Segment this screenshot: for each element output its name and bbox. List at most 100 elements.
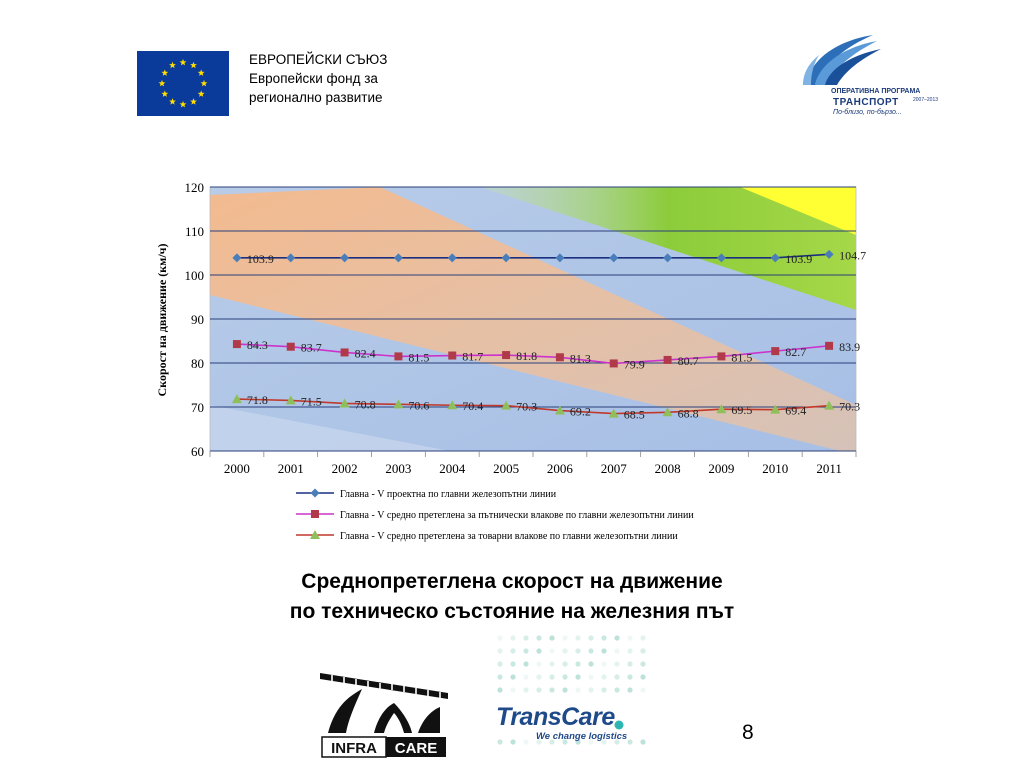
series-line bbox=[236, 398, 830, 415]
x-tick-label: 2007 bbox=[601, 461, 628, 476]
speed-line-chart: 60 70 80 90 100 110 120 2000 2001 2002 2003 2004 200… bbox=[150, 175, 870, 545]
data-label: 82.7 bbox=[785, 345, 806, 359]
data-label: 70.8 bbox=[355, 397, 376, 411]
transcare-dot bbox=[497, 635, 503, 641]
y-axis-label: Скорост на движение (км/ч) bbox=[155, 244, 169, 397]
data-label: 103.9 bbox=[785, 252, 812, 266]
data-label: 68.5 bbox=[624, 408, 645, 422]
transcare-dot bbox=[627, 739, 633, 745]
data-label: 80.7 bbox=[678, 354, 699, 368]
transcare-dot bbox=[588, 674, 594, 680]
transcare-dot bbox=[510, 674, 516, 680]
x-tick-label: 2009 bbox=[708, 461, 734, 476]
transcare-dot bbox=[601, 635, 607, 641]
legend-marker bbox=[311, 510, 319, 518]
data-label: 70.3 bbox=[839, 400, 860, 414]
y-tick-label: 110 bbox=[185, 224, 204, 239]
series-point bbox=[824, 249, 834, 259]
transcare-dot bbox=[523, 674, 529, 680]
transcare-dot bbox=[549, 739, 555, 745]
transcare-dot bbox=[497, 661, 503, 667]
series-point bbox=[716, 253, 726, 263]
y-tick-label: 100 bbox=[185, 268, 205, 283]
infracare-logo: INFRA CARE bbox=[318, 667, 450, 759]
x-tick-label: 2002 bbox=[332, 461, 358, 476]
transcare-dot bbox=[536, 648, 542, 654]
series-point bbox=[771, 347, 780, 356]
data-label: 83.7 bbox=[301, 341, 322, 355]
eu-star bbox=[197, 69, 205, 76]
transcare-dot bbox=[536, 739, 542, 745]
series-point bbox=[340, 253, 350, 263]
transcare-dot bbox=[640, 661, 646, 667]
series-point bbox=[393, 253, 403, 263]
transcare-dot bbox=[549, 661, 555, 667]
series-point bbox=[717, 352, 726, 361]
transcare-dot bbox=[614, 635, 620, 641]
transcare-dot bbox=[627, 635, 633, 641]
data-label: 68.8 bbox=[678, 406, 699, 420]
data-label: 70.3 bbox=[516, 400, 537, 414]
transcare-dot bbox=[588, 635, 594, 641]
transcare-dot-icon bbox=[614, 720, 624, 730]
transcare-dot bbox=[640, 739, 646, 745]
transcare-dot bbox=[627, 661, 633, 667]
series-point bbox=[716, 404, 727, 414]
transcare-dot bbox=[601, 687, 607, 693]
series-point bbox=[448, 351, 457, 360]
op-title: ОПЕРАТИВНА ПРОГРАМА bbox=[831, 88, 921, 95]
transcare-dot bbox=[523, 739, 529, 745]
series-point bbox=[555, 353, 564, 362]
eu-fund-line2: регионално развитие bbox=[249, 90, 383, 105]
series-line bbox=[236, 343, 830, 365]
y-tick-label: 60 bbox=[191, 444, 204, 459]
transcare-dot bbox=[601, 648, 607, 654]
eu-star bbox=[179, 58, 187, 66]
y-tick-label: 120 bbox=[185, 180, 205, 195]
transcare-dot bbox=[549, 648, 555, 654]
transcare-dot bbox=[588, 661, 594, 667]
series-point bbox=[285, 395, 296, 405]
op-years: 2007–2013 bbox=[913, 97, 939, 103]
transcare-dot bbox=[510, 661, 516, 667]
transcare-dot bbox=[614, 661, 620, 667]
x-tick-label: 2008 bbox=[655, 461, 681, 476]
transcare-dot bbox=[575, 739, 581, 745]
x-tick-label: 2006 bbox=[547, 461, 574, 476]
legend-label: Главна - V средно претеглена за пътничес… bbox=[340, 510, 694, 521]
transcare-dot bbox=[562, 739, 568, 745]
transcare-dot bbox=[575, 635, 581, 641]
transcare-dot bbox=[575, 687, 581, 693]
data-label: 69.4 bbox=[785, 404, 806, 418]
transcare-dot bbox=[627, 674, 633, 680]
data-label: 81.5 bbox=[408, 350, 429, 364]
transcare-dot bbox=[562, 661, 568, 667]
transcare-tagline: We change logistics bbox=[536, 731, 628, 742]
y-tick-label: 90 bbox=[191, 312, 204, 327]
transcare-dot bbox=[562, 635, 568, 641]
transcare-dot bbox=[510, 648, 516, 654]
series-point bbox=[502, 351, 511, 360]
transcare-dot bbox=[575, 648, 581, 654]
data-label: 69.2 bbox=[570, 405, 591, 419]
x-tick-label: 2011 bbox=[816, 461, 842, 476]
y-tick-label: 80 bbox=[191, 356, 204, 371]
infracare-right-text: CARE bbox=[395, 740, 438, 757]
data-label: 81.3 bbox=[570, 351, 591, 365]
eu-star bbox=[190, 98, 197, 105]
transcare-dot bbox=[510, 687, 516, 693]
transcare-dot bbox=[601, 739, 607, 745]
series-point bbox=[447, 400, 458, 410]
transcare-dot bbox=[601, 674, 607, 680]
transcare-logo: TransCare We change logistics bbox=[490, 632, 660, 752]
caption-line1: Среднопретеглена скорост на движение bbox=[301, 570, 723, 593]
series-point bbox=[231, 394, 242, 404]
x-tick-label: 2001 bbox=[278, 461, 304, 476]
series-point bbox=[393, 399, 404, 409]
series-point bbox=[286, 342, 295, 351]
transcare-dot bbox=[549, 674, 555, 680]
series-point bbox=[662, 407, 673, 417]
x-tick-label: 2004 bbox=[439, 461, 466, 476]
series-point bbox=[340, 348, 349, 357]
series-point bbox=[501, 400, 512, 410]
